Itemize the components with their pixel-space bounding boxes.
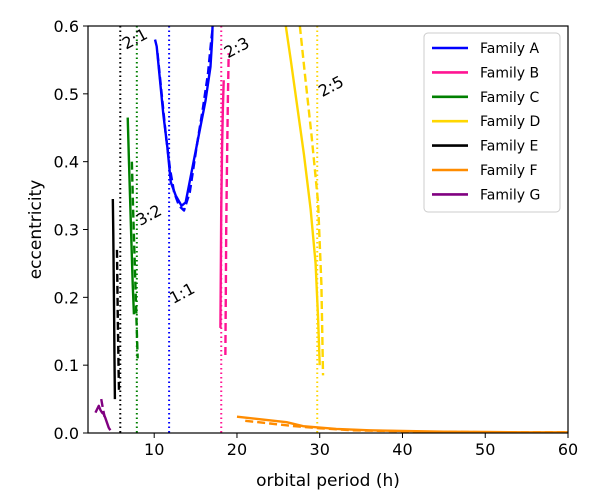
series-lines — [94, 26, 568, 433]
series-family-e-dashed-line — [115, 249, 121, 393]
series-family-d-dashed-line — [298, 26, 325, 376]
y-tick-label: 0.2 — [54, 288, 79, 307]
y-tick-label: 0.0 — [54, 424, 79, 443]
x-axis-ticks: 10 20 30 40 50 60 — [144, 433, 578, 459]
legend-box — [423, 32, 561, 213]
x-tick-label: 30 — [310, 440, 330, 459]
series-family-a-dashed-line — [156, 26, 215, 212]
x-tick-label: 10 — [144, 440, 164, 459]
series-family-b-dashed-line — [224, 53, 230, 355]
resonance-label-2-3: 2:3 — [221, 33, 253, 62]
y-tick-label: 0.5 — [54, 85, 79, 104]
legend-label-family-e: Family E — [480, 139, 538, 155]
legend-label-family-d: Family D — [480, 114, 540, 130]
legend-label-family-b: Family B — [480, 65, 539, 81]
series-family-g-solid-line — [94, 404, 112, 431]
series-family-f-dashed-line — [245, 419, 568, 433]
resonance-label-3-2: 3:2 — [133, 201, 165, 230]
series-family-b-solid-line — [219, 80, 225, 328]
series-family-d-solid-line — [284, 26, 321, 366]
legend-label-family-f: Family F — [480, 163, 538, 179]
y-tick-label: 0.3 — [54, 221, 79, 240]
legend-items: Family A Family B Family C Family D Family E… — [432, 41, 540, 203]
legend-label-family-c: Family C — [480, 90, 539, 106]
legend: Family A Family B Family C Family D Family E… — [423, 32, 561, 213]
y-tick-label: 0.4 — [54, 153, 79, 172]
resonance-lines — [119, 26, 319, 433]
resonance-label-1-1: 1:1 — [166, 279, 198, 308]
x-tick-label: 60 — [558, 440, 578, 459]
x-axis-title: orbital period (h) — [256, 471, 400, 491]
series-family-c-dashed-line — [130, 161, 139, 359]
y-axis-ticks: 0.0 0.1 0.2 0.3 0.4 0.5 0.6 — [54, 17, 88, 443]
x-tick-label: 50 — [475, 440, 495, 459]
series-family-e-solid-line — [111, 198, 117, 400]
legend-label-family-a: Family A — [480, 41, 539, 57]
y-tick-label: 0.6 — [54, 17, 79, 36]
y-tick-label: 0.1 — [54, 356, 79, 375]
resonance-label-2-5: 2:5 — [315, 72, 347, 101]
x-tick-label: 40 — [392, 440, 412, 459]
legend-label-family-g: Family G — [480, 187, 540, 203]
x-tick-label: 20 — [227, 440, 247, 459]
series-family-g-dashed-line — [100, 398, 106, 417]
resonance-label-2-1: 2:1 — [119, 24, 151, 53]
series-family-c-solid-line — [126, 117, 136, 315]
y-axis-title: eccentricity — [26, 180, 46, 280]
resonance-labels: 2:1 3:2 1:1 2:3 2:5 — [119, 24, 347, 307]
